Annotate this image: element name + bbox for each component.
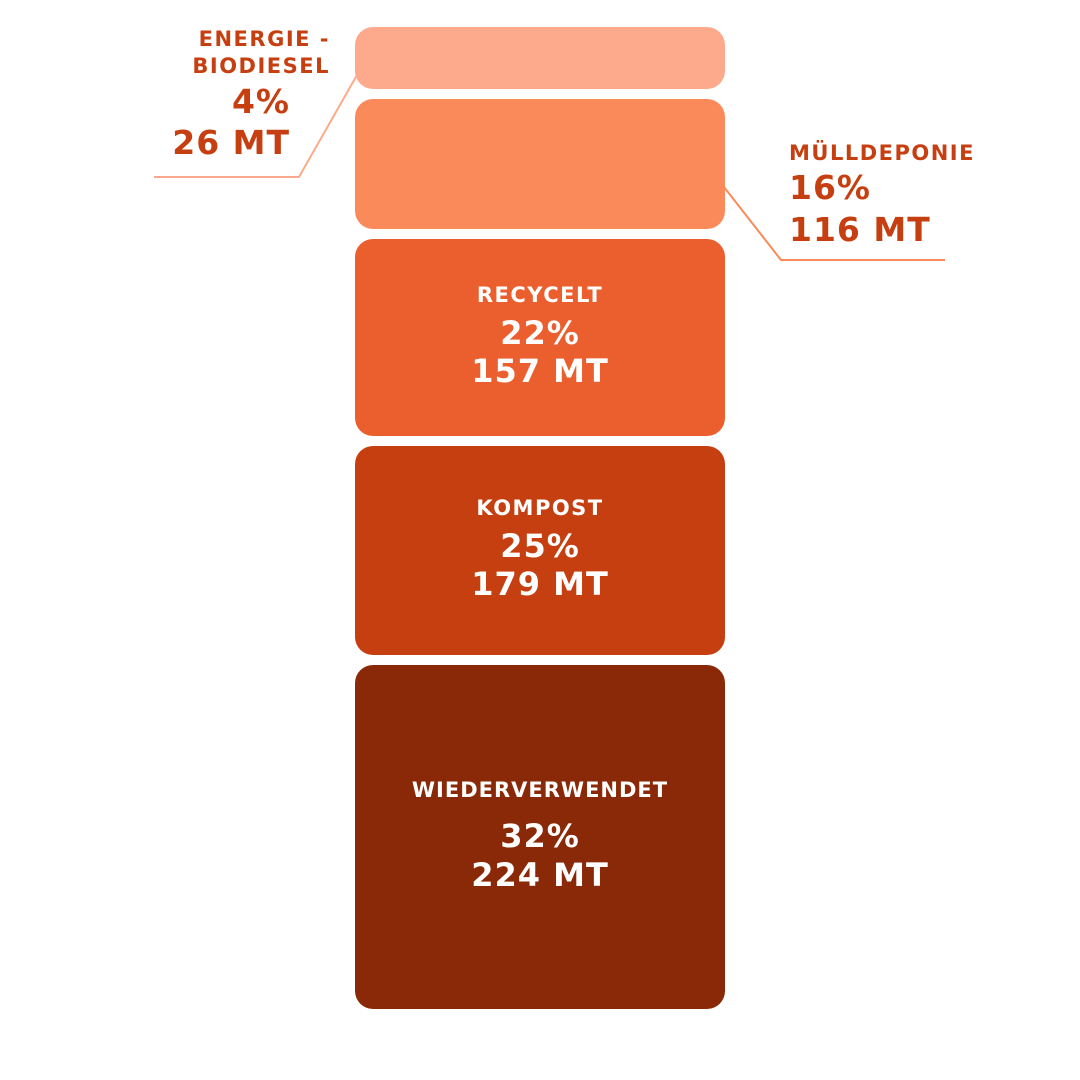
- label-biodiesel-line2: BIODIESEL: [192, 54, 330, 79]
- pct-wiederverwendet: 32%: [500, 817, 580, 856]
- annotation-biodiesel: ENERGIE - BIODIESEL 4% 26 MT: [172, 26, 330, 163]
- label-muelldeponie: MÜLLDEPONIE: [789, 141, 975, 165]
- block-wiederverwendet: WIEDERVERWENDET 32% 224 MT: [355, 665, 725, 1009]
- mt-recycelt: 157 MT: [471, 352, 609, 390]
- pct-biodiesel: 4%: [231, 81, 290, 121]
- mt-kompost: 179 MT: [471, 565, 609, 603]
- pct-recycelt: 22%: [500, 313, 580, 352]
- block-recycelt: RECYCELT 22% 157 MT: [355, 239, 725, 436]
- annotation-muelldeponie: MÜLLDEPONIE 16% 116 MT: [789, 140, 975, 250]
- leader-line-biodiesel: [154, 74, 358, 178]
- mt-biodiesel: 26 MT: [172, 122, 290, 162]
- label-biodiesel-line1: ENERGIE -: [198, 27, 330, 51]
- block-muelldeponie: [355, 99, 725, 229]
- label-kompost: KOMPOST: [476, 495, 604, 520]
- leader-line-muelldeponie: [723, 186, 945, 261]
- pct-kompost: 25%: [500, 526, 580, 565]
- block-biodiesel: [355, 27, 725, 89]
- pct-muelldeponie: 16%: [789, 168, 871, 208]
- block-kompost: KOMPOST 25% 179 MT: [355, 446, 725, 655]
- label-wiederverwendet: WIEDERVERWENDET: [411, 778, 669, 803]
- mt-muelldeponie: 116 MT: [789, 209, 931, 249]
- label-recycelt: RECYCELT: [476, 282, 604, 307]
- mt-wiederverwendet: 224 MT: [471, 855, 609, 894]
